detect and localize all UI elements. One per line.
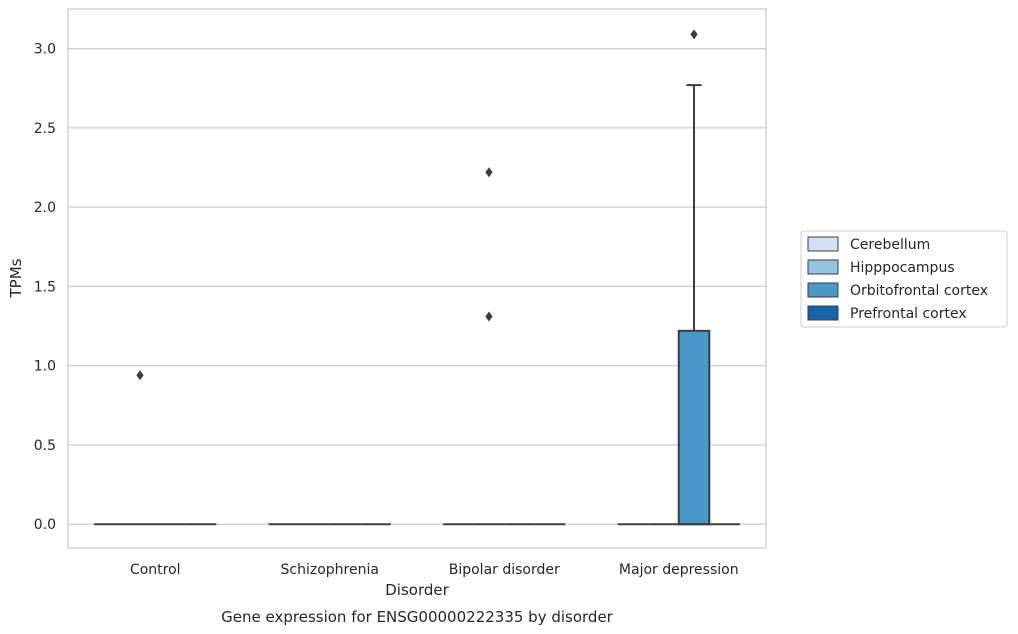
y-tick-label: 1.5 — [34, 279, 56, 295]
legend-label: Hipppocampus — [850, 260, 955, 276]
outlier-point — [485, 311, 493, 322]
x-tick-label: Major depression — [619, 562, 739, 578]
x-tick-label: Control — [130, 562, 181, 578]
x-tick-label: Bipolar disorder — [449, 562, 560, 578]
legend-frame — [800, 230, 1008, 328]
legend-label: Cerebellum — [850, 237, 930, 253]
chart-caption: Gene expression for ENSG00000222335 by d… — [221, 608, 614, 626]
y-tick-label: 0.0 — [34, 517, 56, 533]
legend: Cerebellum Hipppocampus Orbitofrontal cort… — [800, 230, 1008, 328]
legend-label: Orbitofrontal cortex — [850, 283, 988, 299]
y-tick-label: 2.0 — [34, 200, 56, 216]
gridlines — [68, 48, 766, 525]
plot-area-frame — [67, 8, 767, 549]
outlier-point — [485, 167, 493, 178]
legend-swatch — [807, 259, 839, 275]
x-axis-label: Disorder — [385, 581, 449, 599]
box-marks — [94, 29, 740, 526]
legend-label: Prefrontal cortex — [850, 306, 967, 322]
y-tick-label: 0.5 — [34, 438, 56, 454]
y-tick-label: 1.0 — [34, 359, 56, 375]
y-axis-ticks: 0.0 0.5 1.0 1.5 2.0 2.5 3.0 — [34, 42, 56, 534]
x-axis-ticks: Control Schizophrenia Bipolar disorder Majo… — [130, 562, 739, 578]
box-body — [677, 329, 711, 526]
y-tick-label: 2.5 — [34, 121, 56, 137]
y-axis-label: TPMs — [7, 258, 25, 298]
legend-swatch — [807, 282, 839, 298]
legend-swatch — [807, 236, 839, 252]
outlier-point — [690, 29, 698, 40]
x-tick-label: Schizophrenia — [281, 562, 379, 578]
y-tick-label: 3.0 — [34, 42, 56, 58]
outlier-point — [136, 370, 144, 381]
legend-swatch — [807, 305, 839, 321]
